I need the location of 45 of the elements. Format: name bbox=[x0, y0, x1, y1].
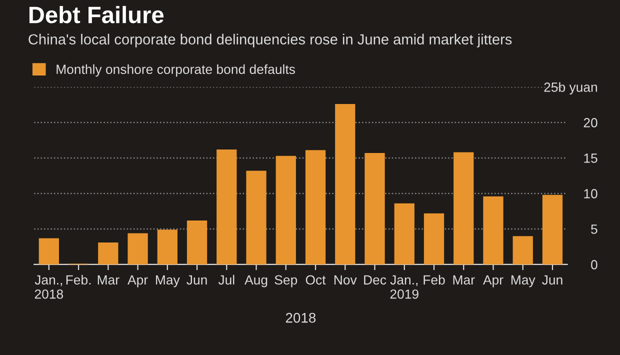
bar bbox=[38, 238, 59, 264]
y-tick-label: 25b yuan bbox=[544, 82, 598, 94]
bar bbox=[276, 156, 296, 264]
bar bbox=[483, 196, 504, 264]
x-tick-label: Oct bbox=[306, 275, 326, 285]
bar bbox=[542, 194, 563, 264]
x-tick-label: Mar bbox=[453, 275, 475, 285]
bar bbox=[157, 230, 178, 264]
x-tick-label: Jan., 2019 bbox=[390, 275, 418, 299]
x-tick-label: Jun bbox=[186, 275, 207, 285]
bar bbox=[394, 203, 414, 264]
y-tick-label: 20 bbox=[584, 118, 598, 128]
bar bbox=[128, 233, 148, 264]
x-tick-label: Apr bbox=[128, 275, 148, 288]
x-tick-label: Jun bbox=[542, 275, 562, 285]
x-tick-label: Feb bbox=[424, 274, 445, 285]
x-tick-label: Mar bbox=[98, 275, 120, 285]
x-tick-label: May bbox=[511, 275, 536, 288]
bar bbox=[186, 220, 208, 264]
x-tick-label: Feb. bbox=[66, 274, 91, 285]
chart-title: Debt Failure bbox=[29, 6, 164, 24]
x-tick-label: Sep bbox=[274, 275, 298, 288]
y-tick-label: 5 bbox=[591, 224, 598, 234]
bar bbox=[454, 152, 474, 264]
x-tick-label: Jan., 2018 bbox=[34, 275, 64, 299]
bar bbox=[512, 236, 533, 264]
x-tick-label: Aug bbox=[244, 275, 268, 288]
x-tick-label: Jul bbox=[218, 274, 234, 285]
bar bbox=[305, 150, 326, 264]
bar bbox=[98, 242, 118, 264]
bar bbox=[335, 104, 356, 264]
bar bbox=[246, 170, 266, 264]
y-tick-label: 0 bbox=[591, 260, 598, 270]
bar bbox=[216, 149, 237, 264]
x-tick-label: Dec bbox=[364, 275, 386, 285]
y-tick-label: 10 bbox=[584, 189, 598, 198]
x-axis-title: 2018 bbox=[286, 312, 316, 323]
x-tick-label: May bbox=[156, 275, 180, 288]
x-tick-label: Apr bbox=[483, 275, 504, 288]
legend-label: Monthly onshore corporate bond defaults bbox=[56, 64, 295, 77]
y-tick-label: 15 bbox=[584, 154, 598, 163]
chart-subtitle: China's local corporate bond delinquencies rose in June amid market jitters bbox=[28, 34, 512, 48]
bar bbox=[364, 153, 385, 264]
x-tick-label: Nov bbox=[334, 275, 357, 285]
bar bbox=[424, 213, 444, 264]
